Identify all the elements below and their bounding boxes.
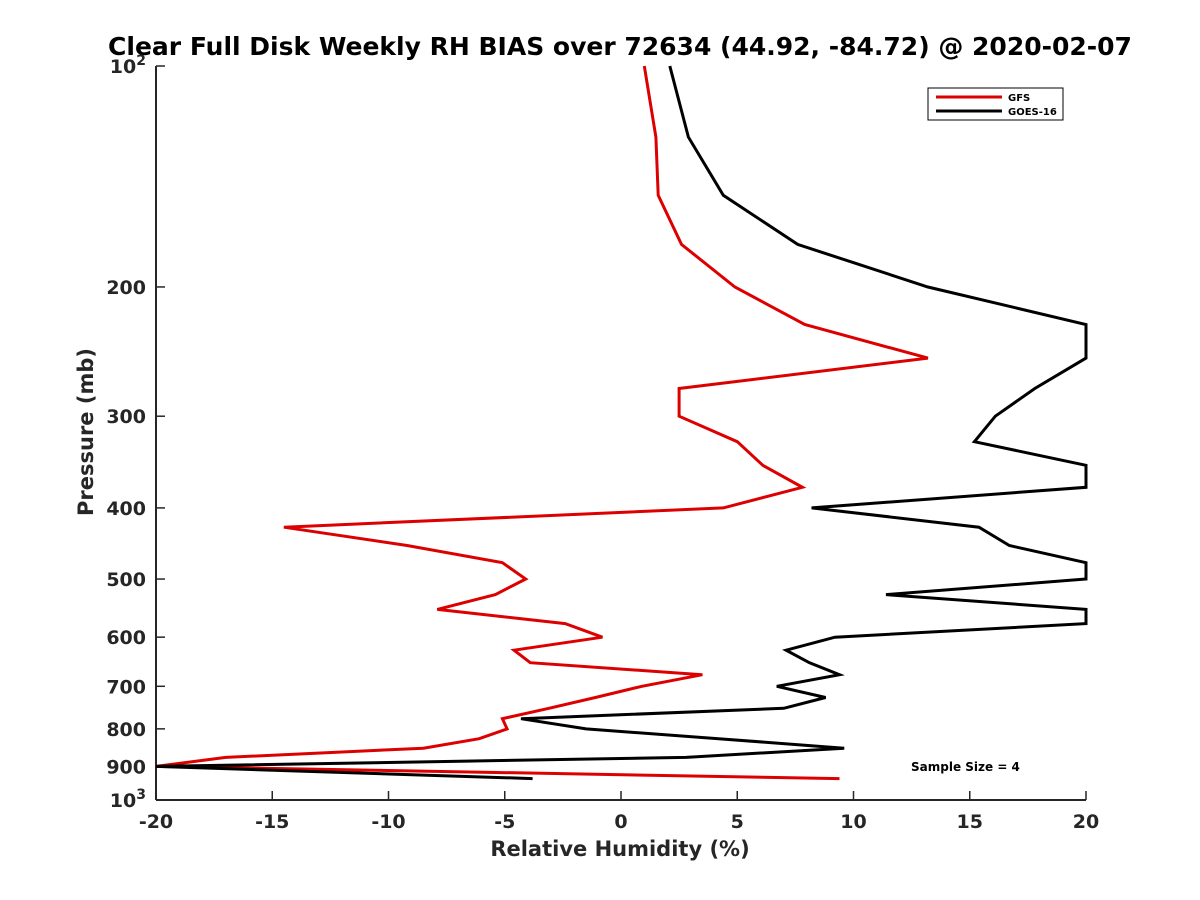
y-tick-label: 200 xyxy=(106,277,146,299)
y-tick-label: 800 xyxy=(106,719,146,741)
series-line-gfs xyxy=(155,65,929,781)
x-tick-label: -15 xyxy=(255,811,289,833)
x-tick-label: 20 xyxy=(1073,811,1099,833)
x-tick-label: 0 xyxy=(614,811,627,833)
legend-box xyxy=(927,87,1064,121)
y-tick-label: 500 xyxy=(106,569,146,591)
series-layer xyxy=(155,65,1088,781)
x-tick-label: 15 xyxy=(957,811,983,833)
legend-label-goes16: GOES-16 xyxy=(1008,107,1057,118)
x-tick-label: -5 xyxy=(494,811,515,833)
y-tick-label: 900 xyxy=(106,756,146,778)
tick-labels: -20 -15 -10 -5 0 5 10 15 20 102 200 300 400 500 600 700… xyxy=(106,53,1099,833)
y-tick-label: 400 xyxy=(106,498,146,520)
legend-label-gfs: GFS xyxy=(1008,93,1030,104)
x-tick-label: -10 xyxy=(371,811,405,833)
x-tick-label: 5 xyxy=(731,811,744,833)
y-tick-label: 103 xyxy=(110,787,146,812)
y-tick-label: 102 xyxy=(110,53,146,78)
series-line-goes16 xyxy=(155,65,1088,781)
y-tick-label: 700 xyxy=(106,676,146,698)
y-axis-label: Pressure (mb) xyxy=(74,348,98,516)
sample-size-annotation: Sample Size = 4 xyxy=(911,760,1020,774)
x-tick-label: 10 xyxy=(840,811,866,833)
y-tick-label: 600 xyxy=(106,627,146,649)
y-tick-label: 300 xyxy=(106,406,146,428)
chart-title: Clear Full Disk Weekly RH BIAS over 7263… xyxy=(108,32,1132,61)
legend: GFS GOES-16 xyxy=(927,87,1064,121)
x-axis-label: Relative Humidity (%) xyxy=(490,837,749,861)
x-tick-label: -20 xyxy=(139,811,173,833)
